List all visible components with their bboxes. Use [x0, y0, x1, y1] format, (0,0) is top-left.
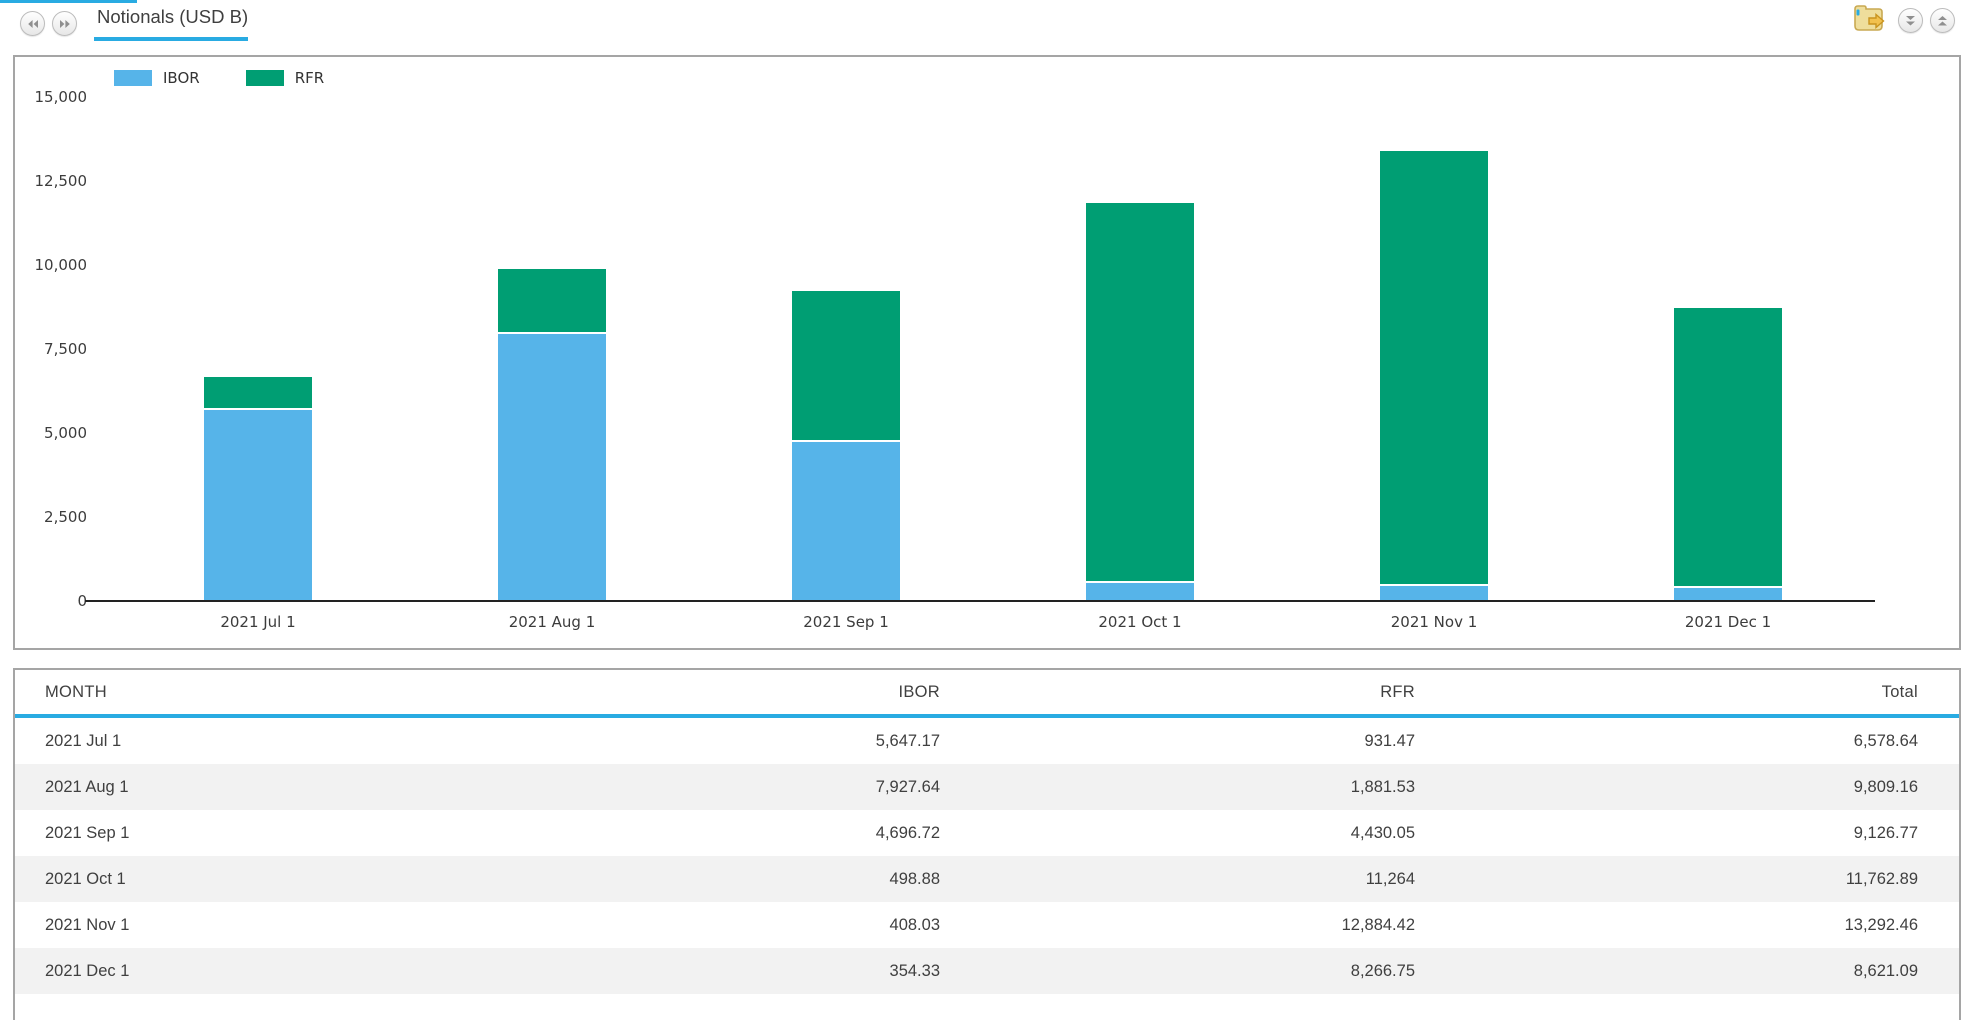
x-tick-label: 2021 Aug 1 — [508, 613, 596, 631]
table-row[interactable]: 2021 Jul 1 5,647.17 931.47 6,578.64 — [15, 718, 1959, 764]
tab-top-accent — [0, 0, 137, 3]
cell-ibor: 5,647.17 — [875, 731, 940, 750]
title-underline — [94, 37, 248, 41]
column-header-total[interactable]: Total — [1881, 682, 1918, 701]
bars-layer — [111, 96, 1875, 600]
table-row[interactable]: 2021 Oct 1 498.88 11,264 11,762.89 — [15, 856, 1959, 902]
ibor-segment — [1674, 588, 1782, 600]
x-axis-line — [85, 600, 1875, 602]
cell-month: 2021 Dec 1 — [45, 961, 130, 980]
cell-rfr: 8,266.75 — [1350, 961, 1415, 980]
rfr-segment — [204, 377, 312, 408]
ibor-segment — [498, 334, 606, 600]
rfr-segment — [1380, 151, 1488, 584]
cell-rfr: 1,881.53 — [1350, 777, 1415, 796]
table-row[interactable]: 2021 Nov 1 408.03 12,884.42 13,292.46 — [15, 902, 1959, 948]
rfr-segment — [1086, 203, 1194, 581]
cell-month: 2021 Nov 1 — [45, 915, 130, 934]
rfr-segment — [792, 291, 900, 440]
column-header-month[interactable]: MONTH — [45, 682, 107, 701]
cell-rfr: 11,264 — [1365, 869, 1415, 888]
cell-total: 9,126.77 — [1853, 823, 1918, 842]
table-body: 2021 Jul 1 5,647.17 931.47 6,578.64 2021 Aug… — [15, 718, 1959, 994]
collapse-all-icon — [1905, 15, 1916, 27]
y-tick-label: 5,000 — [44, 424, 87, 442]
x-tick-label: 2021 Jul 1 — [220, 613, 296, 631]
table-row[interactable]: 2021 Dec 1 354.33 8,266.75 8,621.09 — [15, 948, 1959, 994]
y-tick-label: 0 — [77, 592, 87, 610]
rfr-swatch-icon — [245, 70, 284, 86]
expand-all-icon — [1937, 15, 1948, 27]
table-header-row: MONTH IBOR RFR Total — [15, 670, 1959, 714]
page-next-icon — [59, 19, 71, 29]
y-tick-label: 10,000 — [34, 256, 88, 274]
cell-ibor: 408.03 — [889, 915, 940, 934]
cell-rfr: 12,884.42 — [1341, 915, 1415, 934]
bar-2021-dec-1[interactable] — [1674, 308, 1782, 600]
cell-rfr: 931.47 — [1364, 731, 1415, 750]
x-tick-label: 2021 Dec 1 — [1684, 613, 1772, 631]
ibor-segment — [1380, 586, 1488, 600]
bar-2021-nov-1[interactable] — [1380, 151, 1488, 600]
cell-ibor: 4,696.72 — [875, 823, 940, 842]
ibor-segment — [204, 410, 312, 600]
page-title: Notionals (USD B) — [97, 6, 249, 27]
table-row[interactable]: 2021 Sep 1 4,696.72 4,430.05 9,126.77 — [15, 810, 1959, 856]
export-folder-icon — [1852, 5, 1888, 39]
cell-month: 2021 Sep 1 — [45, 823, 130, 842]
export-button[interactable] — [1852, 4, 1888, 35]
cell-total: 8,621.09 — [1853, 961, 1918, 980]
rfr-segment — [1674, 308, 1782, 586]
collapse-all-button[interactable] — [1898, 8, 1923, 33]
legend-label-rfr: RFR — [294, 69, 325, 87]
cell-total: 11,762.89 — [1845, 869, 1918, 888]
ibor-segment — [1086, 583, 1194, 600]
x-tick-label: 2021 Sep 1 — [803, 613, 889, 631]
bar-2021-sep-1[interactable] — [792, 291, 900, 600]
cell-total: 9,809.16 — [1853, 777, 1918, 796]
chart-legend: IBOR RFR — [114, 69, 324, 87]
bar-2021-oct-1[interactable] — [1086, 203, 1194, 600]
ibor-segment — [792, 442, 900, 600]
expand-all-button[interactable] — [1930, 8, 1955, 33]
table-header-rule — [15, 714, 1959, 718]
bar-2021-aug-1[interactable] — [498, 269, 606, 600]
cell-ibor: 498.88 — [889, 869, 940, 888]
x-tick-label: 2021 Oct 1 — [1098, 613, 1182, 631]
column-header-rfr[interactable]: RFR — [1380, 682, 1415, 701]
cell-rfr: 4,430.05 — [1350, 823, 1415, 842]
legend-item-ibor[interactable]: IBOR — [114, 69, 200, 87]
y-tick-label: 15,000 — [34, 88, 88, 106]
notionals-table-panel: MONTH IBOR RFR Total 2021 Jul 1 5,647.17 9… — [13, 668, 1961, 1020]
notionals-chart-panel: IBOR RFR 0 2,500 5,000 7,500 10,000 12,500 15,… — [13, 55, 1961, 650]
cell-total: 6,578.64 — [1853, 731, 1918, 750]
rfr-segment — [498, 269, 606, 332]
table-row[interactable]: 2021 Aug 1 7,927.64 1,881.53 9,809.16 — [15, 764, 1959, 810]
cell-month: 2021 Aug 1 — [45, 777, 129, 796]
y-tick-label: 7,500 — [44, 340, 87, 358]
page-next-button[interactable] — [52, 11, 77, 36]
y-tick-label: 2,500 — [44, 508, 87, 526]
bar-2021-jul-1[interactable] — [204, 377, 312, 600]
cell-month: 2021 Oct 1 — [45, 869, 126, 888]
page-previous-button[interactable] — [20, 11, 45, 36]
legend-label-ibor: IBOR — [163, 69, 200, 87]
cell-total: 13,292.46 — [1844, 915, 1918, 934]
x-tick-label: 2021 Nov 1 — [1390, 613, 1478, 631]
column-header-ibor[interactable]: IBOR — [898, 682, 940, 701]
cell-ibor: 354.33 — [889, 961, 940, 980]
cell-month: 2021 Jul 1 — [45, 731, 122, 750]
legend-item-rfr[interactable]: RFR — [245, 69, 325, 87]
cell-ibor: 7,927.64 — [875, 777, 940, 796]
page-previous-icon — [27, 19, 39, 29]
ibor-swatch-icon — [114, 70, 152, 86]
y-tick-label: 12,500 — [34, 172, 88, 190]
